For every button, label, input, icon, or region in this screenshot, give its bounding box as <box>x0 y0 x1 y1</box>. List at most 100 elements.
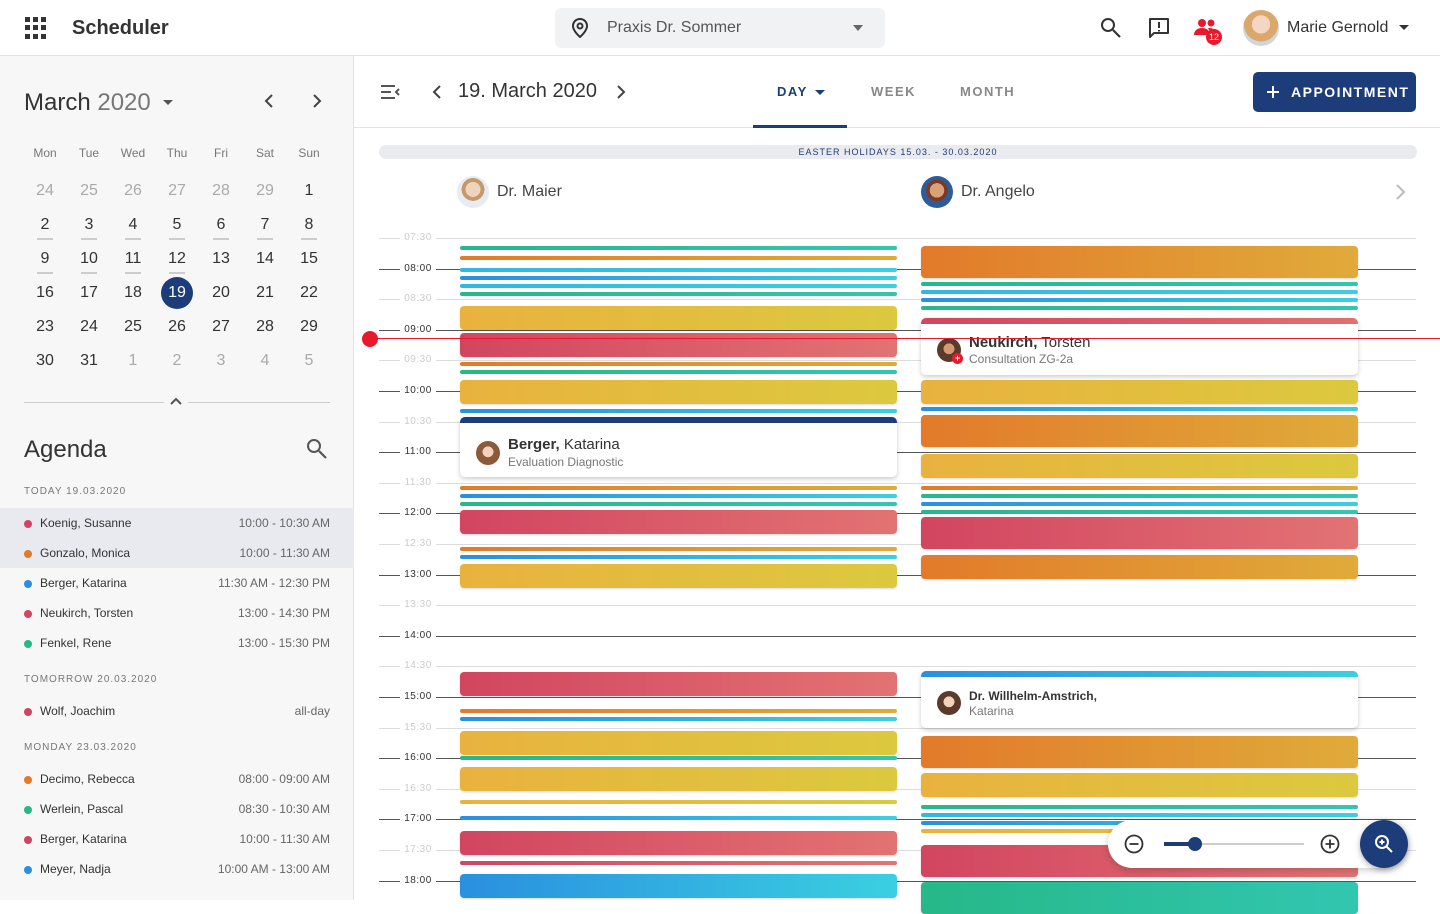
search-icon[interactable] <box>1100 17 1122 39</box>
appointment-block[interactable] <box>460 816 897 820</box>
appointment-block[interactable] <box>460 246 897 250</box>
appointment-block[interactable] <box>460 709 897 713</box>
appointment-block[interactable] <box>921 486 1358 490</box>
appointment-block[interactable] <box>921 306 1358 310</box>
appointment-block[interactable] <box>921 454 1358 478</box>
prev-day-icon[interactable] <box>432 85 442 99</box>
calendar-day[interactable]: 24 <box>80 318 98 335</box>
agenda-item[interactable]: Neukirch, Torsten 13:00 - 14:30 PM <box>0 598 354 628</box>
appointment-block[interactable] <box>460 333 897 357</box>
calendar-day[interactable]: 30 <box>36 352 54 369</box>
calendar-day[interactable]: 12 <box>155 246 199 274</box>
appointment-block[interactable] <box>921 246 1358 278</box>
calendar-day[interactable]: 29 <box>256 182 274 199</box>
appointment-block[interactable] <box>921 773 1358 797</box>
next-day-icon[interactable] <box>616 85 626 99</box>
appointment-block[interactable] <box>921 517 1358 549</box>
agenda-search-icon[interactable] <box>306 438 328 460</box>
calendar-day[interactable]: 26 <box>168 318 186 335</box>
appointment-block[interactable] <box>460 767 897 791</box>
appointment-block[interactable] <box>921 813 1358 817</box>
appointment-block[interactable] <box>921 282 1358 286</box>
calendar-day[interactable]: 28 <box>212 182 230 199</box>
calendar-day[interactable]: 9 <box>23 246 67 274</box>
appointment-block[interactable] <box>921 736 1358 768</box>
resource-dr-maier[interactable]: Dr. Maier <box>457 176 657 208</box>
calendar-day[interactable]: 16 <box>36 284 54 301</box>
apps-grid-icon[interactable] <box>25 17 47 39</box>
appointment-block[interactable] <box>921 805 1358 809</box>
feedback-icon[interactable] <box>1148 17 1170 39</box>
calendar-day[interactable]: 17 <box>80 284 98 301</box>
calendar-day[interactable]: 6 <box>199 212 243 240</box>
appointment-block[interactable] <box>921 502 1358 506</box>
agenda-item[interactable]: Koenig, Susanne 10:00 - 10:30 AM <box>0 508 354 538</box>
calendar-day[interactable]: 2 <box>172 352 182 369</box>
calendar-day[interactable]: 25 <box>124 318 142 335</box>
location-select[interactable]: Praxis Dr. Sommer <box>555 8 885 48</box>
agenda-item[interactable]: Decimo, Rebecca 08:00 - 09:00 AM <box>0 764 354 794</box>
appointment-block[interactable] <box>460 256 897 260</box>
next-resources-icon[interactable] <box>1394 184 1406 200</box>
tab-day[interactable]: DAY <box>777 84 825 99</box>
user-avatar[interactable] <box>1243 10 1279 46</box>
appointment-block[interactable] <box>460 380 897 404</box>
zoom-slider-handle[interactable] <box>1187 837 1202 851</box>
tab-month[interactable]: MONTH <box>960 84 1016 99</box>
calendar-day[interactable]: 26 <box>124 182 142 199</box>
calendar-day[interactable]: 25 <box>80 182 98 199</box>
appointment-block[interactable] <box>921 882 1358 914</box>
prev-month-icon[interactable] <box>263 94 275 108</box>
calendar-day[interactable]: 18 <box>124 284 142 301</box>
appointment-card-berger[interactable]: Berger, Katarina Evaluation Diagnostic <box>460 417 897 477</box>
calendar-day[interactable]: 27 <box>212 318 230 335</box>
appointment-block[interactable] <box>921 415 1358 447</box>
appointment-block[interactable] <box>460 731 897 755</box>
calendar-day[interactable]: 13 <box>212 250 230 267</box>
calendar-day[interactable]: 4 <box>111 212 155 240</box>
appointment-block[interactable] <box>460 409 897 413</box>
appointment-card-willhelm[interactable]: Dr. Willhelm-Amstrich, Katarina <box>921 671 1358 728</box>
agenda-item[interactable]: Werlein, Pascal 08:30 - 10:30 AM <box>0 794 354 824</box>
month-caret-icon[interactable] <box>163 100 173 105</box>
calendar-day[interactable]: 3 <box>67 212 111 240</box>
calendar-day[interactable]: 1 <box>304 182 314 199</box>
calendar-day[interactable]: 4 <box>260 352 270 369</box>
user-name[interactable]: Marie Gernold <box>1287 19 1389 36</box>
appointment-block[interactable] <box>460 494 897 498</box>
calendar-day[interactable]: 23 <box>36 318 54 335</box>
appointment-block[interactable] <box>460 276 897 280</box>
appointment-block[interactable] <box>921 407 1358 411</box>
appointment-card-neukirch[interactable]: + Neukirch, Torsten Consultation ZG-2a <box>921 318 1358 375</box>
appointment-block[interactable] <box>921 494 1358 498</box>
month-picker[interactable]: March 2020 <box>24 89 151 117</box>
calendar-day[interactable]: 20 <box>212 284 230 301</box>
calendar-day[interactable]: 15 <box>300 250 318 267</box>
zoom-out-icon[interactable] <box>1124 834 1144 854</box>
zoom-in-icon[interactable] <box>1320 834 1340 854</box>
appointment-block[interactable] <box>460 555 897 559</box>
calendar-day[interactable]: 2 <box>23 212 67 240</box>
calendar-day[interactable]: 28 <box>256 318 274 335</box>
calendar-day[interactable]: 21 <box>256 284 274 301</box>
zoom-slider-track[interactable] <box>1164 843 1304 845</box>
appointment-block[interactable] <box>460 717 897 721</box>
agenda-item[interactable]: Berger, Katarina 11:30 AM - 12:30 PM <box>0 568 354 598</box>
tab-week[interactable]: WEEK <box>871 84 916 99</box>
calendar-day[interactable]: 1 <box>128 352 138 369</box>
appointment-block[interactable] <box>921 380 1358 404</box>
calendar-day[interactable]: 10 <box>67 246 111 274</box>
calendar-day[interactable]: 27 <box>168 182 186 199</box>
appointment-block[interactable] <box>921 555 1358 579</box>
calendar-day[interactable]: 24 <box>36 182 54 199</box>
appointment-block[interactable] <box>460 292 897 296</box>
agenda-item[interactable]: Fenkel, Rene 13:00 - 15:30 PM <box>0 628 354 658</box>
calendar-day[interactable]: 8 <box>287 212 331 240</box>
appointment-block[interactable] <box>921 290 1358 294</box>
calendar-day[interactable]: 5 <box>155 212 199 240</box>
user-menu-caret-icon[interactable] <box>1399 25 1409 30</box>
zoom-toggle-button[interactable] <box>1360 820 1408 868</box>
appointment-block[interactable] <box>460 547 897 551</box>
appointment-block[interactable] <box>460 510 897 534</box>
calendar-day[interactable]: 7 <box>243 212 287 240</box>
